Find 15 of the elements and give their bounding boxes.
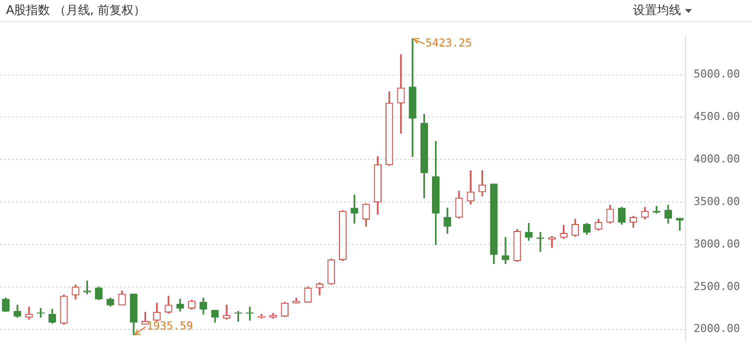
candlestick (350, 194, 358, 224)
text: 设置均线 (633, 2, 681, 19)
candlestick (397, 54, 405, 134)
y-tick-label: 2000.00 (694, 322, 740, 336)
annotation: 1935.59 (146, 320, 193, 333)
y-tick-label: 4000.00 (694, 152, 740, 166)
y-tick-label: 5000.00 (694, 68, 740, 81)
annotation: 5423.25 (426, 36, 472, 50)
y-tick-label: 3000.00 (694, 237, 740, 250)
candlestick (502, 237, 510, 264)
y-tick-label: 4500.00 (694, 110, 740, 124)
candlestick (548, 236, 556, 248)
chart-title: A股指数 （月线, 前复权） (6, 2, 146, 19)
y-tick-label: 3500.00 (694, 194, 740, 208)
y-tick-label: 2500.00 (694, 280, 740, 293)
